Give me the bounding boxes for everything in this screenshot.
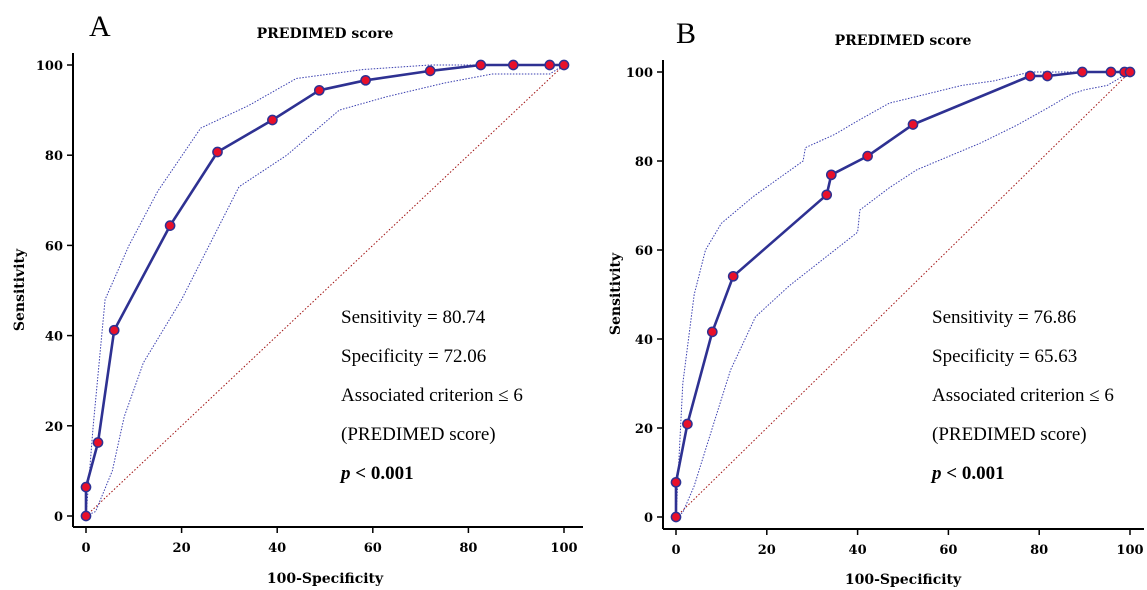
y-tick-label: 0 [54, 510, 63, 525]
roc-point [313, 84, 325, 96]
roc-point [862, 150, 873, 162]
roc-point [558, 59, 570, 71]
roc-point [212, 146, 223, 158]
y-tick-label: 100 [626, 66, 653, 81]
x-tick-label: 100 [550, 541, 577, 556]
roc-point [1076, 66, 1088, 78]
y-axis-label: Sensitivity [12, 248, 28, 331]
y-axis-ticks: 0 20 40 60 80 100 [36, 59, 73, 525]
chart-title: PREDIMED score [835, 33, 972, 49]
roc-point [682, 418, 693, 430]
x-tick-label: 0 [671, 543, 680, 558]
panel-label: A [89, 10, 111, 43]
annotation-specificity: Specificity = 72.06 [341, 346, 486, 367]
annotation-sensitivity: Sensitivity = 76.86 [932, 307, 1076, 328]
p-value-text: < 0.001 [942, 463, 1005, 484]
y-tick-label: 80 [635, 155, 653, 170]
x-tick-label: 60 [939, 543, 957, 558]
x-axis-label: 100-Specificity [267, 571, 384, 587]
chart-title: PREDIMED score [257, 26, 394, 42]
roc-point [80, 481, 92, 493]
roc-point [706, 326, 718, 338]
y-axis-label: Sensitivity [608, 252, 624, 335]
roc-point [670, 511, 682, 523]
y-tick-label: 60 [635, 244, 653, 259]
roc-point [1124, 66, 1136, 78]
roc-point [821, 189, 833, 201]
ci-upper-line [675, 71, 1130, 518]
annotation-criterion: Associated criterion ≤ 6 [932, 385, 1114, 406]
y-tick-label: 20 [45, 420, 63, 435]
x-tick-label: 20 [758, 543, 776, 558]
x-tick-label: 40 [268, 541, 286, 556]
roc-point [1105, 66, 1117, 78]
x-tick-label: 40 [849, 543, 867, 558]
roc-panel-b: B PREDIMED score 0 20 40 60 80 100 0 20 40 60 80 1… [608, 17, 1144, 588]
roc-point [1024, 70, 1036, 82]
roc-point [727, 270, 739, 282]
annotation-sensitivity: Sensitivity = 80.74 [341, 307, 486, 328]
y-tick-label: 60 [45, 239, 63, 254]
x-tick-label: 60 [364, 541, 382, 556]
plot-area [670, 66, 1136, 523]
roc-point [80, 510, 92, 522]
y-tick-label: 0 [644, 511, 653, 526]
y-tick-label: 40 [45, 330, 63, 345]
roc-point [544, 59, 556, 71]
y-tick-label: 40 [635, 333, 653, 348]
annotation-specificity: Specificity = 65.63 [932, 346, 1077, 367]
p-value-text: < 0.001 [351, 463, 414, 484]
annotation-p-value: p < 0.001 [339, 463, 414, 484]
ci-upper-line [85, 64, 564, 517]
panel-label: B [676, 17, 696, 50]
ci-lower-line [85, 64, 565, 517]
reference-diagonal-line [675, 71, 1131, 518]
x-axis-label: 100-Specificity [845, 572, 962, 588]
reference-diagonal-line [85, 64, 565, 517]
y-tick-label: 20 [635, 422, 653, 437]
x-tick-label: 100 [1116, 543, 1143, 558]
x-tick-label: 80 [1030, 543, 1048, 558]
plot-area [80, 59, 570, 522]
x-tick-label: 20 [173, 541, 191, 556]
annotation-score-name: (PREDIMED score) [932, 424, 1087, 445]
roc-point [92, 437, 104, 448]
annotation-p-value: p < 0.001 [930, 463, 1005, 484]
y-axis-ticks: 0 20 40 60 80 100 [626, 66, 663, 526]
roc-point [507, 59, 519, 71]
y-tick-label: 100 [36, 59, 63, 74]
p-symbol: p [339, 463, 351, 484]
roc-point [424, 65, 436, 77]
roc-curve-line [84, 63, 564, 516]
roc-point [907, 119, 919, 130]
roc-point [108, 324, 120, 336]
y-tick-label: 80 [45, 149, 63, 164]
roc-point [360, 74, 371, 86]
roc-point [670, 476, 682, 488]
annotation-criterion: Associated criterion ≤ 6 [341, 385, 523, 406]
x-tick-label: 80 [459, 541, 477, 556]
roc-point [475, 59, 487, 71]
roc-panel-a: A PREDIMED score 0 20 40 60 80 100 0 20 40 60 80 1… [12, 10, 583, 587]
roc-point [164, 220, 176, 231]
roc-point [267, 114, 278, 126]
ci-lower-line [675, 71, 1131, 518]
roc-point [825, 169, 837, 181]
annotation-score-name: (PREDIMED score) [341, 424, 496, 445]
x-tick-label: 0 [81, 541, 90, 556]
x-axis-ticks: 0 20 40 60 80 100 [81, 527, 578, 556]
x-axis-ticks: 0 20 40 60 80 100 [671, 529, 1144, 558]
roc-point [1042, 70, 1053, 82]
p-symbol: p [930, 463, 942, 484]
